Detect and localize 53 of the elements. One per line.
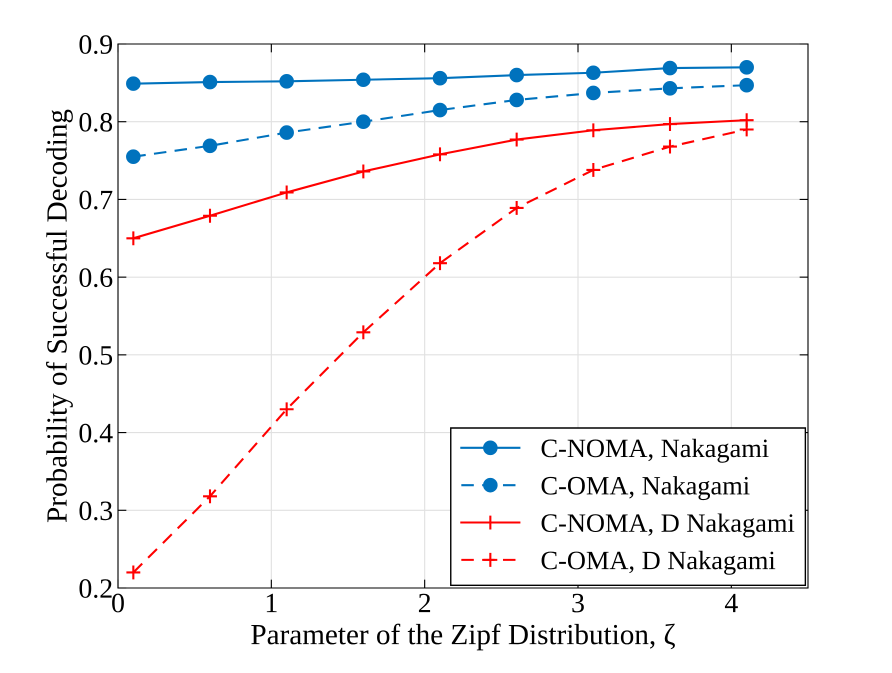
y-tick-label: 0.5 [79,346,112,365]
point [126,76,141,91]
point [355,324,372,340]
y-tick-label: 0.6 [79,268,112,288]
point [585,122,602,138]
point [739,78,754,92]
point [432,255,448,272]
point [125,564,142,580]
legend-label: C-OMA, D Nakagami [542,550,776,575]
point [509,68,524,82]
y-tick-label: 0.8 [79,112,112,132]
x-tick-label: 1 [266,594,277,612]
point [662,60,678,76]
x-tick-label: 4 [724,594,738,612]
y-tick-label: 0.3 [79,501,112,520]
legend-label: C-OMA, Nakagami [542,476,750,500]
x-tick-label: 3 [572,594,584,612]
point [356,72,371,88]
y-tick-label: 0.2 [79,579,112,598]
point [202,488,218,504]
legend-label: C-NOMA, Nakagami [542,438,769,463]
point [125,230,142,246]
y-tick-label: 0.9 [79,35,112,54]
legend-label: C-NOMA, D Nakagami [542,513,794,538]
point [278,401,295,418]
point [508,200,525,216]
point [585,162,602,178]
y-tick-label: 0.4 [79,424,113,443]
x-tick-label: 2 [418,594,430,612]
point [662,138,678,155]
point [508,132,525,148]
point [586,86,601,100]
point [279,125,294,140]
point [432,70,448,86]
point [202,208,218,224]
point [432,102,448,118]
point [356,114,371,130]
y-tick-label: 0.7 [79,190,112,210]
point [202,74,218,90]
point [202,138,218,154]
point [662,116,678,132]
x-tick-label: 0 [112,594,124,612]
point [355,163,372,180]
point [739,60,754,75]
point [509,92,524,108]
point [662,81,678,96]
point [126,149,141,164]
point [278,184,295,200]
y-axis-title: Probability of Successful Decoding [46,110,73,522]
point [586,65,601,80]
point [432,146,448,162]
point [279,74,294,89]
x-axis-title: Parameter of the Zipf Distribution, ζ [251,624,675,650]
